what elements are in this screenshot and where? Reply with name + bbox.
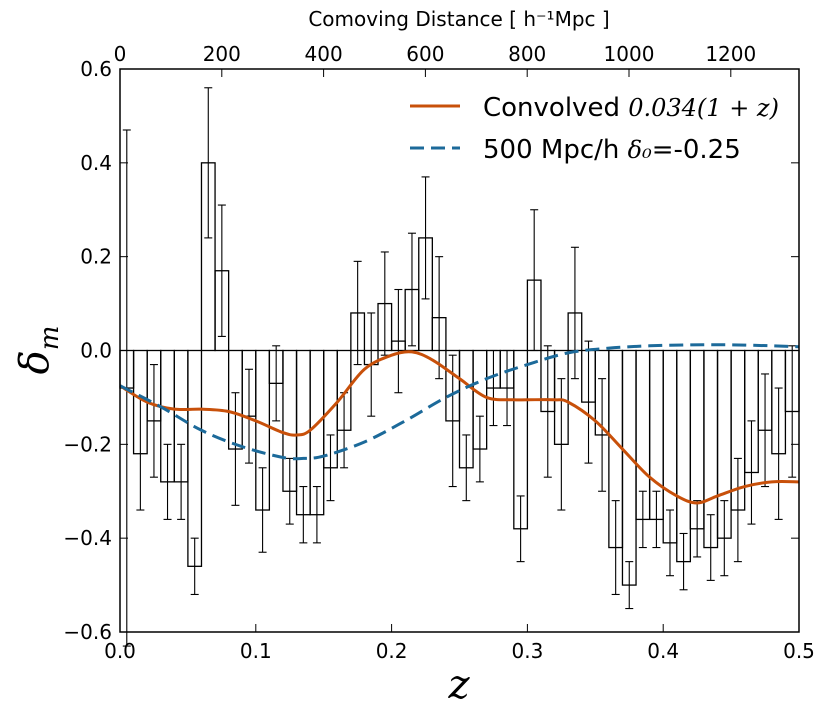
- top-tick-label: 1200: [705, 42, 756, 66]
- y-tick-label: 0.6: [80, 57, 112, 81]
- x-tick-label: 0.5: [783, 639, 815, 663]
- bin-bar: [187, 349, 203, 567]
- x-axis-title: z: [447, 662, 470, 708]
- y-axis-title-text: δm: [12, 326, 65, 375]
- top-tick-label: 1000: [604, 42, 655, 66]
- x-tick-label: 0.0: [104, 639, 136, 663]
- x-tick-label: 0.3: [511, 639, 543, 663]
- y-tick-label: −0.6: [63, 620, 112, 644]
- binned-measurements-layer: [119, 87, 800, 647]
- axis-ticks-layer: [119, 68, 800, 633]
- top-tick-label: 400: [305, 42, 343, 66]
- legend-label-void-model: 500 Mpc/h δ₀=-0.25: [483, 135, 741, 165]
- top-tick-label: 200: [203, 42, 241, 66]
- x-tick-label: 0.1: [240, 639, 272, 663]
- y-tick-label: −0.2: [63, 432, 112, 456]
- top-tick-label: 600: [406, 42, 444, 66]
- top-tick-label: 800: [508, 42, 546, 66]
- void-model-curve: [119, 343, 800, 461]
- y-tick-label: 0.4: [80, 151, 112, 175]
- y-axis-title: δm: [12, 326, 65, 375]
- y-tick-label: 0.2: [80, 245, 112, 269]
- x-tick-label: 0.4: [647, 639, 679, 663]
- axis-tick-labels-layer: 0.0 0.1 0.2 0.3 0.4 0.5 −0.6 −0.4 −0.2 0.0 0.2 0.4 0…: [63, 42, 814, 663]
- model-curves-layer: [119, 343, 800, 505]
- legend-label-convolved: Convolved 0.034(1 + z): [483, 93, 779, 123]
- x-tick-label: 0.2: [376, 639, 408, 663]
- convolved-curve: [119, 350, 800, 505]
- bin-bar: [676, 349, 692, 563]
- y-tick-label: −0.4: [63, 526, 112, 550]
- top-axis-title: Comoving Distance [ h⁻¹Mpc ]: [308, 7, 609, 31]
- y-tick-label: 0.0: [80, 339, 112, 363]
- legend: Convolved 0.034(1 + z) 500 Mpc/h δ₀=-0.25: [410, 93, 779, 165]
- bin-bar: [621, 349, 637, 586]
- top-tick-label: 0: [114, 42, 127, 66]
